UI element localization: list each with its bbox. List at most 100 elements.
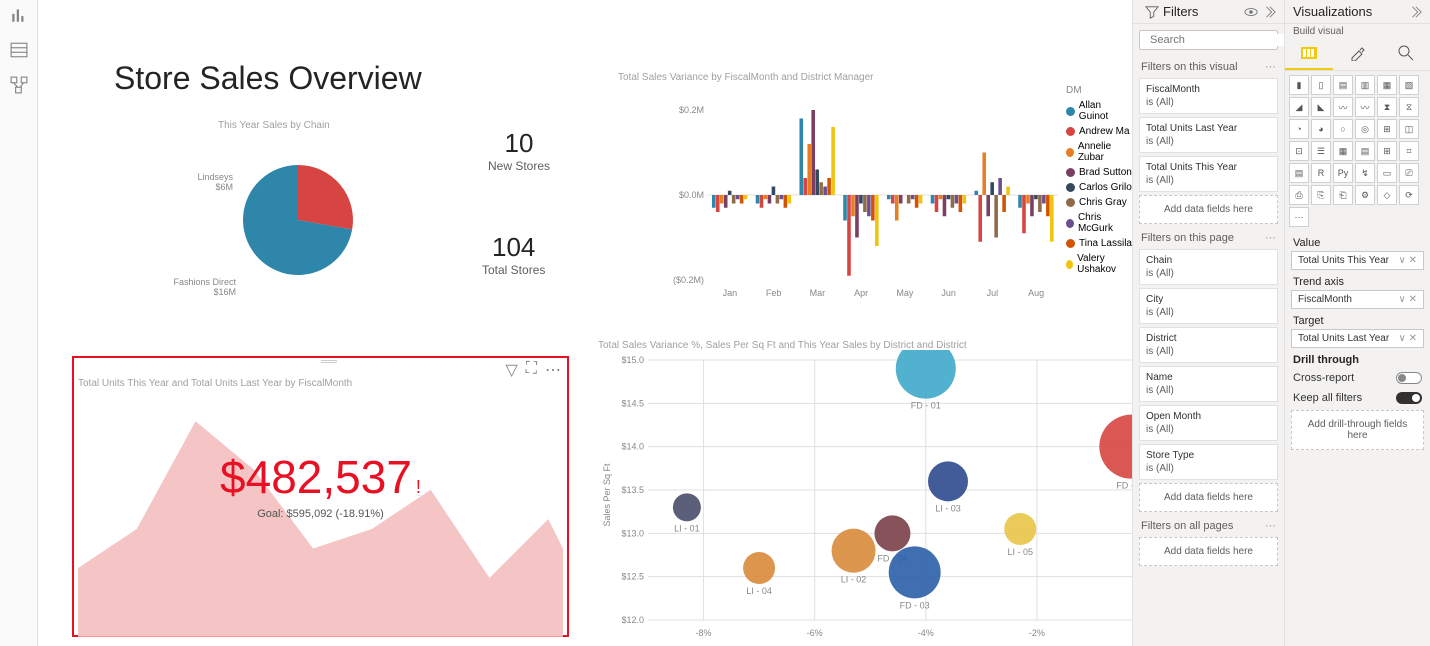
target-field-label: Target [1285, 309, 1430, 329]
scatter-chart[interactable]: $15.0$14.5$14.0$13.5$13.0$12.5$12.0-8%-6… [598, 350, 1132, 640]
viz-type-icon[interactable]: ⎚ [1399, 163, 1419, 183]
filter-dropzone[interactable]: Add data fields here [1139, 195, 1278, 224]
viz-type-icon[interactable]: ⊞ [1377, 141, 1397, 161]
pie-chart[interactable]: Lindseys$6MFashions Direct$16M [158, 140, 378, 315]
viz-type-icon[interactable]: ◎ [1355, 119, 1375, 139]
legend-item[interactable]: Brad Sutton [1066, 167, 1132, 178]
collapse-icon[interactable] [1262, 5, 1276, 19]
viz-type-icon[interactable]: ⎙ [1289, 185, 1309, 205]
svg-text:$14.5: $14.5 [621, 398, 644, 408]
filter-card[interactable]: Total Units This Yearis (All) [1139, 156, 1278, 192]
filter-card[interactable]: Open Monthis (All) [1139, 405, 1278, 441]
viz-type-icon[interactable]: ▥ [1355, 75, 1375, 95]
filter-card[interactable]: Nameis (All) [1139, 366, 1278, 402]
filter-card[interactable]: Districtis (All) [1139, 327, 1278, 363]
drill-dropzone[interactable]: Add drill-through fields here [1291, 410, 1424, 450]
viz-type-icon[interactable]: ▮ [1289, 75, 1309, 95]
analytics-tab[interactable] [1382, 39, 1430, 70]
filter-search[interactable] [1139, 30, 1278, 50]
viz-type-icon[interactable]: ☰ [1311, 141, 1331, 161]
viz-type-icon[interactable]: 〰 [1355, 97, 1375, 117]
kpi-big: $482,537! Goal: $595,092 (-18.91%) [220, 450, 421, 520]
filter-card[interactable]: Chainis (All) [1139, 249, 1278, 285]
legend-item[interactable]: Carlos Grilo [1066, 182, 1132, 193]
viz-type-icon[interactable]: ◫ [1399, 119, 1419, 139]
viz-type-icon[interactable]: 〰 [1333, 97, 1353, 117]
viz-type-icon[interactable]: ↯ [1355, 163, 1375, 183]
format-visual-tab[interactable] [1333, 39, 1381, 70]
legend-item[interactable]: Tina Lassila [1066, 238, 1132, 249]
viz-type-icon[interactable]: R [1311, 163, 1331, 183]
target-field-well[interactable]: Total Units Last Year∨ ✕ [1291, 329, 1424, 348]
viz-type-icon[interactable]: ⋯ [1289, 207, 1309, 227]
kpi-label: Total Stores [482, 263, 545, 277]
viz-gallery: ▮▯▤▥▦▧◢◣〰〰⧗⧖◔◕○◎⊞◫⊡☰▦▤⊞⌗▤RPy↯▭⎚⎙⎘⎗⚙◇⟳⋯ [1285, 71, 1430, 231]
svg-text:$12.5: $12.5 [621, 572, 644, 582]
legend-item[interactable]: Chris McGurk [1066, 212, 1132, 234]
value-field-well[interactable]: Total Units This Year∨ ✕ [1291, 251, 1424, 270]
viz-type-icon[interactable]: ⊡ [1289, 141, 1309, 161]
legend-item[interactable]: Valery Ushakov [1066, 253, 1132, 275]
filter-card[interactable]: Cityis (All) [1139, 288, 1278, 324]
legend-item[interactable]: Allan Guinot [1066, 100, 1132, 122]
svg-text:$13.5: $13.5 [621, 485, 644, 495]
filter-card[interactable]: Store Typeis (All) [1139, 444, 1278, 480]
drag-grip-icon[interactable] [321, 360, 337, 363]
viz-type-icon[interactable]: ⧖ [1399, 97, 1419, 117]
viz-type-icon[interactable]: ▦ [1377, 75, 1397, 95]
svg-text:LI - 04: LI - 04 [746, 586, 772, 596]
legend-item[interactable]: Annelie Zubar [1066, 141, 1132, 163]
filter-card[interactable]: FiscalMonthis (All) [1139, 78, 1278, 114]
viz-type-icon[interactable]: ⚙ [1355, 185, 1375, 205]
viz-type-icon[interactable]: Py [1333, 163, 1353, 183]
svg-text:($0.2M): ($0.2M) [673, 275, 704, 285]
filter-icon[interactable]: ▽ [505, 360, 517, 380]
view-model-icon[interactable] [10, 76, 28, 99]
keep-filters-toggle[interactable] [1396, 392, 1422, 404]
viz-type-icon[interactable]: ○ [1333, 119, 1353, 139]
viz-type-icon[interactable]: ▤ [1333, 75, 1353, 95]
viz-type-icon[interactable]: ▤ [1289, 163, 1309, 183]
filter-dropzone[interactable]: Add data fields here [1139, 537, 1278, 566]
build-visual-tab[interactable] [1285, 39, 1333, 70]
trend-field-well[interactable]: FiscalMonth∨ ✕ [1291, 290, 1424, 309]
viz-type-icon[interactable]: ◇ [1377, 185, 1397, 205]
search-input[interactable] [1150, 34, 1292, 46]
viz-type-icon[interactable]: ⟳ [1399, 185, 1419, 205]
viz-type-icon[interactable]: ▯ [1311, 75, 1331, 95]
kpi-new-stores[interactable]: 10 New Stores [488, 128, 550, 173]
filter-card[interactable]: Total Units Last Yearis (All) [1139, 117, 1278, 153]
viz-type-icon[interactable]: ⧗ [1377, 97, 1397, 117]
viz-type-icon[interactable]: ◕ [1311, 119, 1331, 139]
viz-type-icon[interactable]: ▧ [1399, 75, 1419, 95]
viz-type-icon[interactable]: ▤ [1355, 141, 1375, 161]
viz-type-icon[interactable]: ◔ [1289, 119, 1309, 139]
trend-field: FiscalMonth [1298, 294, 1352, 305]
viz-type-icon[interactable]: ▭ [1377, 163, 1397, 183]
filter-dropzone[interactable]: Add data fields here [1139, 483, 1278, 512]
bar-chart[interactable]: $0.2M$0.0M($0.2M)JanFebMarAprMayJunJulAu… [668, 100, 1058, 305]
cross-report-toggle[interactable] [1396, 372, 1422, 384]
eye-icon[interactable] [1244, 5, 1258, 19]
focus-icon[interactable]: ⛶ [526, 360, 537, 380]
svg-text:$15.0: $15.0 [621, 355, 644, 365]
viz-type-icon[interactable]: ▦ [1333, 141, 1353, 161]
viz-type-icon[interactable]: ⌗ [1399, 141, 1419, 161]
more-icon[interactable]: ⋯ [545, 360, 561, 380]
viz-type-icon[interactable]: ⎗ [1333, 185, 1353, 205]
filter-icon [1145, 5, 1159, 19]
collapse-icon[interactable] [1408, 5, 1422, 19]
kpi-visual-selected[interactable]: ▽ ⛶ ⋯ Total Units This Year and Total Un… [72, 356, 569, 637]
viz-type-icon[interactable]: ⊞ [1377, 119, 1397, 139]
view-data-icon[interactable] [10, 41, 28, 64]
legend-item[interactable]: Chris Gray [1066, 197, 1132, 208]
bar-legend: DM Allan GuinotAndrew MaAnnelie ZubarBra… [1066, 85, 1132, 279]
viz-type-icon[interactable]: ◣ [1311, 97, 1331, 117]
viz-type-icon[interactable]: ◢ [1289, 97, 1309, 117]
svg-text:$13.0: $13.0 [621, 528, 644, 538]
kpi-total-stores[interactable]: 104 Total Stores [482, 232, 545, 277]
legend-item[interactable]: Andrew Ma [1066, 126, 1132, 137]
view-report-icon[interactable] [10, 6, 28, 29]
value-field-label: Value [1285, 231, 1430, 251]
viz-type-icon[interactable]: ⎘ [1311, 185, 1331, 205]
